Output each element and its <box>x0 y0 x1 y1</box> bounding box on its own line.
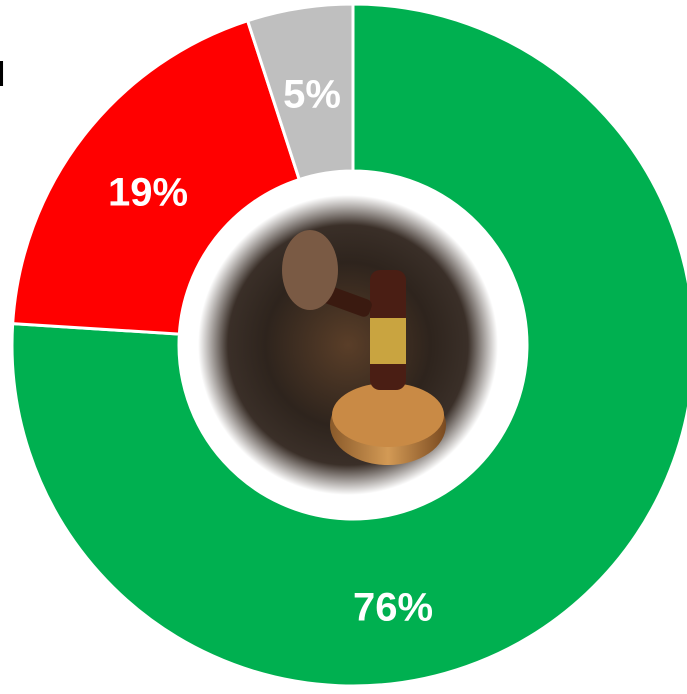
page: l 76%19%5% (() => { const data = JSON.pa… <box>0 0 687 694</box>
annotation: l <box>0 56 5 94</box>
center-photo <box>198 195 498 495</box>
data-label: 76% <box>353 586 433 630</box>
chart: l 76% 19% 5% <box>0 0 687 694</box>
data-label: 5% <box>283 73 341 117</box>
data-label: 19% <box>108 171 188 215</box>
